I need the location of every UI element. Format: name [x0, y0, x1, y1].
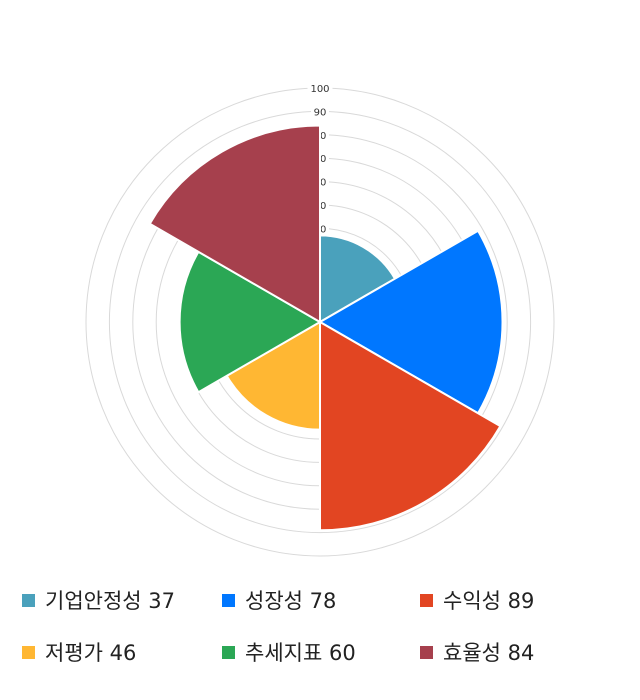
- legend-label: 저평가 46: [45, 641, 137, 665]
- sector-2[interactable]: [317, 229, 504, 415]
- legend-swatch: [22, 645, 35, 659]
- legend-swatch: [420, 645, 433, 659]
- sector-1[interactable]: [319, 234, 397, 324]
- legend-item[interactable]: 성장성 78: [222, 585, 336, 615]
- sector-6[interactable]: [148, 124, 321, 324]
- tick-label: 100: [310, 84, 329, 95]
- sector-3[interactable]: [319, 320, 502, 532]
- legend-swatch: [222, 593, 235, 607]
- legend-item[interactable]: 추세지표 60: [222, 637, 356, 667]
- legend-label: 기업안정성 37: [45, 589, 175, 613]
- legend-item[interactable]: 효율성 84: [420, 637, 534, 667]
- tick-label-bg: [307, 83, 333, 93]
- sector-5[interactable]: [178, 250, 323, 394]
- tick-label-bg: [311, 106, 329, 117]
- tick-label: 90: [314, 107, 327, 118]
- legend-label: 추세지표 60: [245, 641, 356, 665]
- legend-swatch: [420, 593, 433, 607]
- legend-label: 수익성 89: [443, 589, 535, 613]
- polar-area-chart: 100908070605040: [85, 83, 555, 557]
- sector-4[interactable]: [225, 320, 321, 431]
- legend-item[interactable]: 저평가 46: [22, 637, 136, 667]
- legend-label: 성장성 78: [245, 589, 337, 613]
- legend-swatch: [222, 645, 235, 659]
- legend-swatch: [22, 593, 35, 607]
- legend-item[interactable]: 기업안정성 37: [22, 585, 175, 615]
- legend-item[interactable]: 수익성 89: [420, 585, 534, 615]
- legend-label: 효율성 84: [443, 641, 535, 665]
